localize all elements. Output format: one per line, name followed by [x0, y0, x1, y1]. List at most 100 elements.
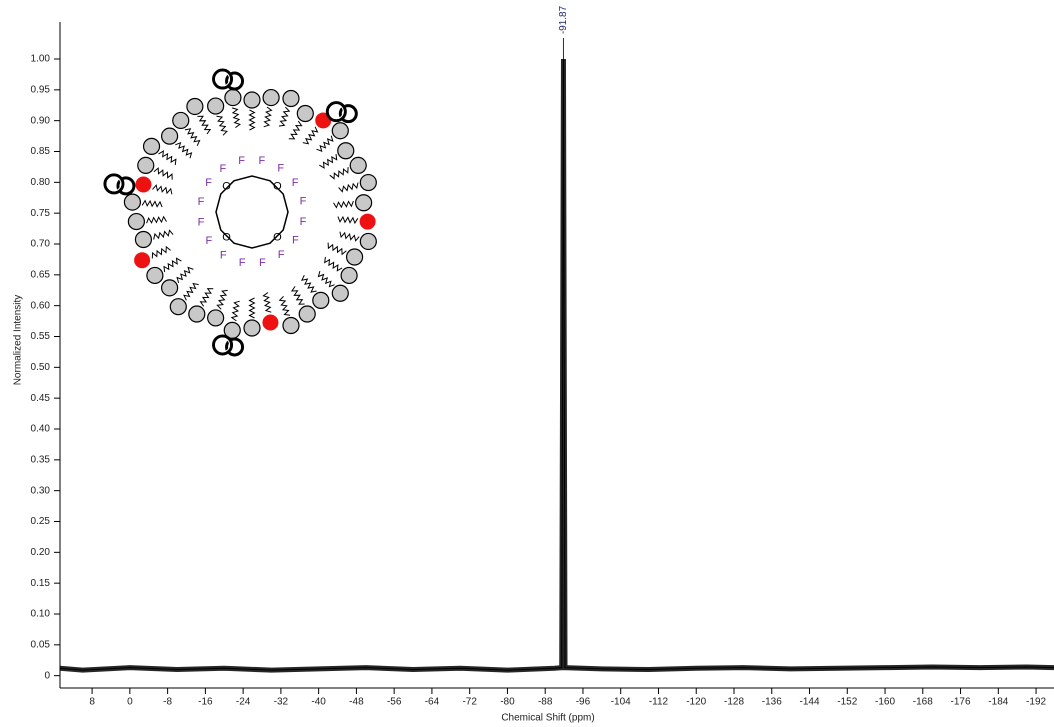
lipid-head	[341, 267, 357, 283]
lipid-head	[173, 112, 189, 128]
lipid-tail	[302, 275, 317, 292]
lipid-tail	[250, 110, 255, 130]
lipid-tail	[164, 258, 181, 272]
oxygen-atom: O	[222, 231, 231, 243]
y-tick-label: 0.50	[31, 362, 51, 373]
lipid-tail	[232, 108, 240, 128]
y-tick-label: 0.80	[31, 177, 51, 188]
x-tick-label: -80	[500, 697, 515, 708]
lipid-head	[162, 280, 178, 296]
page: Chemical Shift (ppm) Normalized Intensit…	[0, 0, 1054, 727]
lipid-head	[297, 105, 313, 121]
peak-label: -91.87	[558, 5, 569, 34]
lipid-tail	[154, 168, 172, 180]
fluorine-atom: F	[277, 163, 284, 175]
fluorine-atom: F	[259, 155, 266, 167]
fluorine-atom: F	[198, 196, 205, 208]
fluorine-atom: F	[300, 216, 307, 228]
lipid-head	[147, 267, 163, 283]
x-tick-label: -48	[349, 697, 364, 708]
fluorine-atom: F	[292, 235, 299, 247]
fluorine-atom: F	[220, 163, 227, 175]
lipid-tail	[317, 136, 333, 152]
fluorine-atom: F	[206, 235, 213, 247]
x-tick-label: -64	[425, 697, 440, 708]
lipid-head	[244, 320, 260, 336]
y-tick-label: 0.30	[31, 485, 51, 496]
lipid-head	[138, 157, 154, 173]
x-tick-label: -128	[724, 697, 744, 708]
x-tick-label: -24	[236, 697, 251, 708]
lipid-head	[135, 231, 151, 247]
y-tick-label: 0	[44, 670, 50, 681]
oxygen-atom: O	[273, 180, 282, 192]
lipid-tail	[201, 289, 214, 307]
y-tick-label: 0.85	[31, 146, 51, 157]
lipid-head	[347, 249, 363, 265]
fluorine-atom: F	[300, 196, 307, 208]
lipid-head	[244, 92, 260, 108]
lipid-head	[338, 143, 354, 159]
lipid-tail	[318, 271, 334, 287]
x-tick-label: -56	[387, 697, 402, 708]
lipid-head	[189, 306, 205, 322]
y-tick-label: 0.15	[31, 578, 51, 589]
y-tick-label: 0.40	[31, 424, 51, 435]
x-tick-label: -104	[611, 697, 631, 708]
lipid-tail	[279, 107, 289, 126]
x-tick-label: -176	[951, 697, 971, 708]
lipid-head	[283, 317, 299, 333]
spectrum-noise	[60, 59, 1054, 670]
lipid-head	[299, 306, 315, 322]
lipid-tail	[159, 151, 176, 165]
lipid-head	[208, 98, 224, 114]
fluorine-atom: F	[238, 155, 245, 167]
x-tick-label: -168	[913, 697, 933, 708]
lipid-tail	[232, 301, 240, 321]
lipid-head	[134, 252, 150, 268]
fluorine-atom: F	[220, 249, 227, 261]
y-tick-label: 0.05	[31, 639, 51, 650]
lipid-head	[360, 214, 376, 230]
x-tick-label: -192	[1026, 697, 1046, 708]
lipid-head	[124, 194, 140, 210]
lipid-tail	[303, 127, 318, 144]
lipid-head	[360, 175, 376, 191]
lipid-tail	[339, 183, 358, 192]
lipid-tail	[217, 116, 227, 135]
lipid-head	[332, 285, 348, 301]
lipid-head	[170, 299, 186, 315]
x-tick-label: -88	[538, 697, 553, 708]
lipid-tail	[340, 232, 359, 241]
fluorine-atom: F	[292, 177, 299, 189]
x-axis-label: Chemical Shift (ppm)	[501, 713, 594, 724]
lipid-head	[263, 90, 279, 106]
fluorine-atom: F	[239, 257, 246, 269]
x-tick-label: -40	[311, 697, 326, 708]
lipid-tail	[142, 201, 162, 208]
lipid-head	[162, 128, 178, 144]
lipid-tail	[338, 217, 358, 223]
y-tick-label: 0.20	[31, 547, 51, 558]
lipid-tail	[319, 154, 336, 168]
lipid-tail	[154, 230, 173, 239]
x-tick-label: -144	[800, 697, 820, 708]
x-tick-label: -160	[875, 697, 895, 708]
x-tick-label: -136	[762, 697, 782, 708]
lipid-tail	[292, 286, 305, 304]
lipid-head	[128, 214, 144, 230]
lipid-tail	[152, 247, 170, 259]
lipid-tail	[334, 201, 354, 207]
spectrum	[60, 59, 1054, 670]
y-tick-label: 0.25	[31, 516, 51, 527]
lipid-head	[283, 91, 299, 107]
lipid-tail	[185, 129, 200, 146]
oxygen-atom: O	[222, 180, 231, 192]
x-tick-label: 8	[89, 697, 95, 708]
lipid-tail	[177, 267, 193, 283]
y-tick-label: 0.95	[31, 84, 51, 95]
x-tick-label: -8	[163, 697, 172, 708]
x-tick-label: -96	[576, 697, 591, 708]
x-tick-label: -32	[274, 697, 289, 708]
fluorine-atom: F	[198, 216, 205, 228]
